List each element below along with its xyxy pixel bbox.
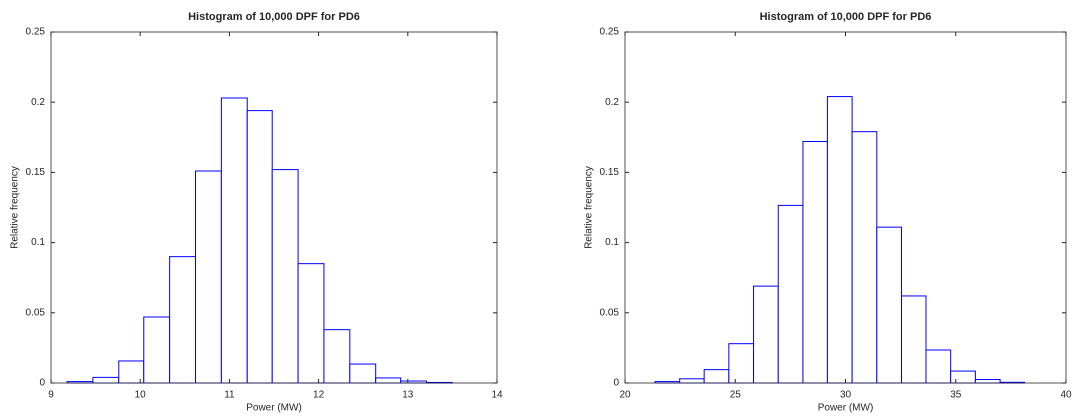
x-tick-label: 40	[1060, 390, 1072, 401]
histogram-bar	[143, 316, 171, 384]
histogram-bar	[375, 377, 402, 384]
x-tick-label: 20	[619, 390, 631, 401]
histogram-bar	[220, 97, 248, 384]
histogram-bar	[925, 349, 952, 384]
x-tick-label: 12	[313, 390, 325, 401]
histogram-bar	[950, 370, 976, 384]
plot-frame	[50, 31, 498, 384]
y-tick-label: 0	[613, 378, 619, 389]
x-axis-label: Power (MW)	[818, 403, 874, 414]
histogram-bar	[297, 263, 325, 384]
histogram-bar	[728, 343, 755, 384]
histogram-bar	[349, 363, 377, 384]
histogram-bar	[92, 376, 120, 384]
y-tick-label: 0.2	[31, 97, 45, 108]
y-tick-label: 0.25	[600, 27, 620, 38]
histogram-bar	[169, 256, 197, 384]
y-axis-label: Relative frequency	[584, 166, 595, 249]
histogram-bar	[703, 369, 730, 384]
histogram-bar	[802, 141, 828, 384]
histogram-bar	[974, 378, 1001, 384]
chart-title: Histogram of 10,000 DPF for PD6	[188, 11, 360, 23]
histogram-bar	[901, 295, 927, 384]
histogram-bar	[323, 329, 351, 384]
x-tick-label: 25	[730, 390, 742, 401]
x-tick-label: 9	[48, 390, 54, 401]
histogram-bar	[195, 170, 222, 384]
y-tick-label: 0.15	[26, 167, 46, 178]
x-tick-label: 10	[135, 390, 147, 401]
histogram-bar	[777, 204, 804, 384]
y-tick-label: 0.2	[605, 97, 619, 108]
histogram-bar	[246, 110, 273, 384]
y-tick-label: 0.1	[605, 237, 619, 248]
x-tick-label: 35	[950, 390, 962, 401]
x-axis-label: Power (MW)	[246, 403, 302, 414]
histogram-bar	[826, 96, 853, 384]
y-tick-label: 0.05	[26, 307, 46, 318]
y-axis-label: Relative frequency	[10, 166, 21, 249]
chart-title: Histogram of 10,000 DPF for PD6	[760, 11, 932, 23]
x-tick-label: 11	[224, 390, 235, 401]
y-tick-label: 0.15	[600, 167, 620, 178]
histogram-bar	[271, 169, 299, 384]
x-tick-label: 14	[491, 390, 503, 401]
histogram-bar	[851, 131, 878, 384]
histogram-bar	[753, 285, 779, 384]
x-tick-label: 30	[840, 390, 852, 401]
x-tick-label: 13	[402, 390, 414, 401]
histogram-bar	[679, 378, 705, 384]
y-tick-label: 0.25	[26, 27, 46, 38]
y-tick-label: 0	[39, 378, 45, 389]
y-tick-label: 0.05	[600, 307, 620, 318]
histogram-bar	[876, 226, 903, 384]
y-tick-label: 0.1	[31, 237, 45, 248]
